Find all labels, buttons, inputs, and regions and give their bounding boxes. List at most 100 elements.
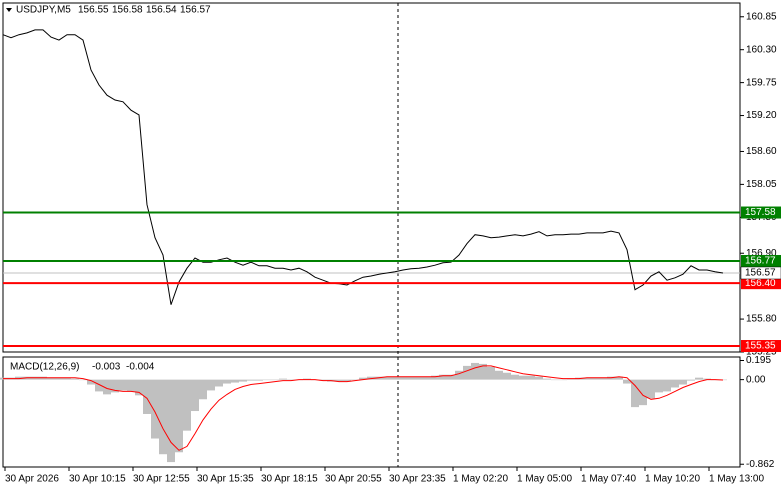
histogram-bar — [63, 377, 71, 380]
histogram-bar — [623, 379, 631, 384]
histogram-bar — [631, 379, 639, 408]
histogram-bar — [207, 379, 215, 391]
histogram-bar — [191, 379, 199, 412]
histogram-bar — [519, 375, 527, 380]
histogram-bar — [455, 370, 463, 380]
y-tick-label: 160.85 — [746, 11, 777, 22]
histogram-bar — [431, 375, 439, 380]
x-tick-label: 30 Apr 15:35 — [197, 474, 254, 485]
histogram-bar — [239, 379, 247, 382]
histogram-bar — [543, 378, 551, 380]
histogram-bar — [503, 372, 511, 380]
histogram-bar — [119, 379, 127, 391]
histogram-bar — [79, 379, 87, 381]
x-tick-label: 30 Apr 18:15 — [261, 474, 318, 485]
y-tick-label: 155.25 — [746, 347, 777, 358]
histogram-bar — [583, 377, 591, 380]
histogram-bar — [487, 366, 495, 380]
level-label-box — [741, 255, 781, 268]
histogram-bar — [111, 379, 119, 393]
histogram-bar — [567, 378, 575, 380]
y-tick-label: -0.862 — [746, 459, 775, 470]
histogram-bar — [647, 379, 655, 399]
histogram-bar — [175, 379, 183, 453]
x-tick-label: 1 May 13:00 — [709, 474, 764, 485]
histogram-bar — [439, 374, 447, 380]
level-label: 157.58 — [745, 207, 776, 218]
x-tick-label: 30 Apr 12:55 — [133, 474, 190, 485]
menu-arrow — [6, 8, 12, 12]
histogram-bar — [511, 374, 519, 380]
level-label: 156.40 — [745, 278, 776, 289]
histogram-bar — [383, 376, 391, 380]
histogram-bar — [471, 362, 479, 380]
histogram-bar — [551, 379, 559, 381]
histogram-bar — [655, 379, 663, 393]
histogram-bar — [479, 363, 487, 380]
histogram-bar — [423, 376, 431, 380]
histogram-bar — [391, 376, 399, 380]
level-label: 155.35 — [745, 341, 776, 352]
histogram-bar — [271, 379, 279, 381]
symbol-title: USDJPY,M5 — [16, 5, 71, 16]
macd-title: MACD(12,26,9) — [10, 362, 79, 373]
histogram-bar — [87, 379, 95, 385]
histogram-bar — [55, 377, 63, 380]
y-tick-label: 155.80 — [746, 314, 777, 325]
histogram-bar — [559, 379, 567, 381]
x-tick-label: 30 Apr 23:35 — [389, 474, 446, 485]
histogram-bar — [335, 379, 343, 382]
x-tick-label: 30 Apr 20:55 — [325, 474, 382, 485]
y-tick-label: 158.60 — [746, 146, 777, 157]
x-tick-label: 1 May 10:20 — [645, 474, 700, 485]
header-value: 156.58 — [112, 5, 143, 16]
macd-pane — [2, 356, 741, 468]
histogram-bar — [415, 376, 423, 380]
x-tick-label: 1 May 07:40 — [581, 474, 636, 485]
header-value: -0.004 — [126, 362, 155, 373]
histogram-bar — [663, 379, 671, 392]
level-label-box — [741, 277, 781, 290]
x-tick-label: 1 May 02:20 — [453, 474, 508, 485]
histogram-bar — [103, 379, 111, 395]
y-tick-label: 159.20 — [746, 110, 777, 121]
histogram-bar — [495, 370, 503, 380]
x-tick-label: 30 Apr 2026 — [5, 474, 59, 485]
histogram-bar — [695, 377, 703, 380]
signal-line — [3, 365, 724, 451]
header-value: 156.54 — [146, 5, 177, 16]
histogram-bar — [287, 379, 295, 381]
histogram-bar — [199, 379, 207, 400]
histogram-bar — [151, 379, 159, 439]
histogram-bar — [247, 379, 255, 381]
histogram-bar — [447, 374, 455, 380]
histogram-bar — [255, 379, 263, 381]
histogram-bar — [599, 377, 607, 380]
y-tick-label: 0.195 — [746, 355, 771, 366]
header-value: 156.55 — [78, 5, 109, 16]
x-tick-label: 30 Apr 10:15 — [69, 474, 126, 485]
histogram-bar — [615, 376, 623, 380]
histogram-bar — [359, 377, 367, 380]
level-label-box — [741, 340, 781, 353]
histogram-bar — [159, 379, 167, 455]
histogram-bar — [671, 379, 679, 388]
histogram-bar — [215, 379, 223, 387]
histogram-bar — [343, 379, 351, 382]
histogram-bar — [407, 376, 415, 380]
last-price-box — [740, 266, 781, 280]
histogram-bar — [639, 379, 647, 406]
histogram-bar — [47, 377, 55, 380]
histogram-bar — [279, 378, 287, 380]
histogram-bar — [135, 379, 143, 396]
histogram-bar — [127, 379, 135, 392]
x-tick-label: 1 May 05:00 — [517, 474, 572, 485]
histogram-bar — [591, 377, 599, 380]
histogram-bar — [463, 365, 471, 380]
y-tick-label: 156.90 — [746, 248, 777, 259]
histogram-bar — [143, 379, 151, 414]
y-tick-label: 0.00 — [746, 374, 766, 385]
histogram-bar — [183, 379, 191, 431]
header-value: 156.57 — [180, 5, 211, 16]
